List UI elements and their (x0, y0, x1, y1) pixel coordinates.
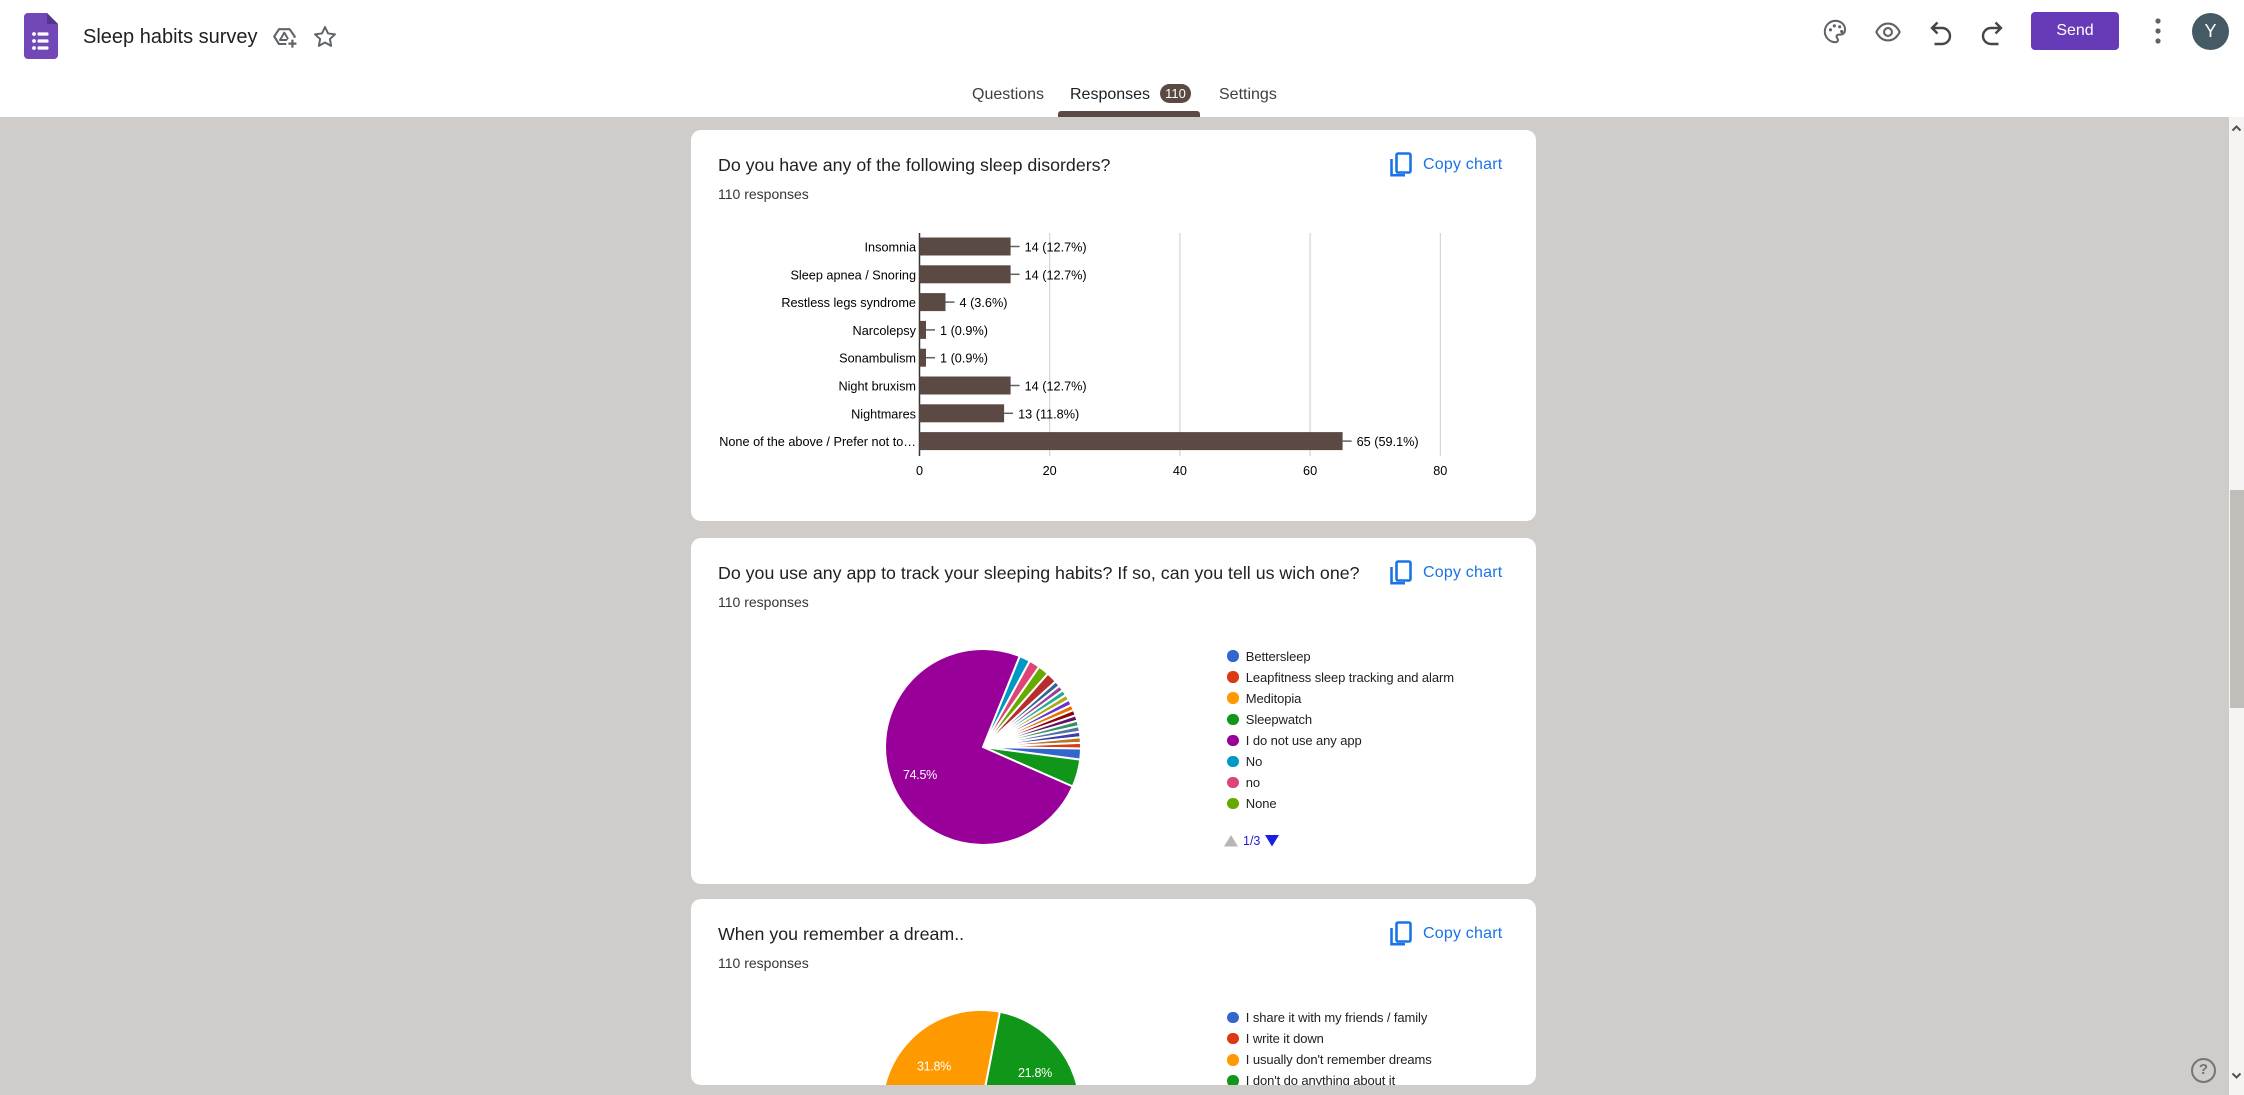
svg-text:40: 40 (1173, 464, 1187, 478)
svg-text:65 (59.1%): 65 (59.1%) (1357, 435, 1419, 449)
svg-text:Nightmares: Nightmares (851, 407, 916, 421)
svg-text:13 (11.8%): 13 (11.8%) (1018, 407, 1079, 421)
svg-text:Insomnia: Insomnia (865, 241, 917, 255)
svg-text:Restless legs syndrome: Restless legs syndrome (781, 296, 916, 310)
svg-text:14 (12.7%): 14 (12.7%) (1025, 380, 1087, 394)
svg-text:60: 60 (1303, 464, 1317, 478)
svg-text:None of the above / Prefer not: None of the above / Prefer not to… (719, 435, 916, 449)
svg-text:80: 80 (1433, 464, 1447, 478)
svg-text:14 (12.7%): 14 (12.7%) (1025, 241, 1087, 255)
svg-text:1 (0.9%): 1 (0.9%) (940, 324, 988, 338)
svg-text:4 (3.6%): 4 (3.6%) (960, 296, 1008, 310)
svg-text:21.8%: 21.8% (1018, 1066, 1052, 1080)
svg-text:14 (12.7%): 14 (12.7%) (1025, 268, 1087, 282)
svg-text:1 (0.9%): 1 (0.9%) (940, 352, 988, 366)
svg-text:Night bruxism: Night bruxism (838, 380, 916, 394)
svg-text:20: 20 (1043, 464, 1057, 478)
svg-text:31.8%: 31.8% (917, 1060, 951, 1074)
svg-text:Narcolepsy: Narcolepsy (853, 324, 917, 338)
svg-text:Sleep apnea / Snoring: Sleep apnea / Snoring (790, 268, 916, 282)
svg-text:Sonambulism: Sonambulism (839, 352, 916, 366)
svg-text:74.5%: 74.5% (903, 768, 937, 782)
svg-text:0: 0 (916, 464, 923, 478)
